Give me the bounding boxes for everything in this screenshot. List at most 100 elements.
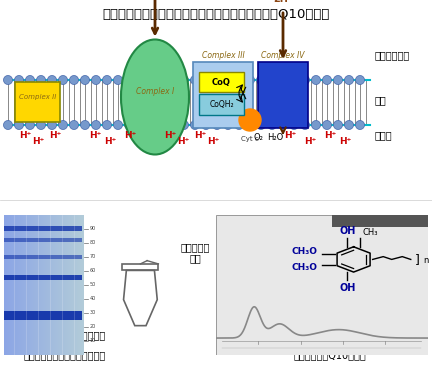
Circle shape [180, 76, 188, 85]
Circle shape [70, 76, 79, 85]
Circle shape [301, 121, 309, 129]
Text: 20: 20 [90, 324, 96, 329]
Circle shape [136, 76, 144, 85]
Text: Complex II: Complex II [19, 94, 56, 100]
Circle shape [36, 76, 45, 85]
Circle shape [334, 121, 343, 129]
Text: CH₃: CH₃ [362, 228, 378, 237]
Circle shape [114, 121, 123, 129]
Circle shape [267, 121, 276, 129]
Text: 40: 40 [90, 296, 96, 301]
Text: Complex IV: Complex IV [261, 50, 305, 60]
Circle shape [102, 121, 111, 129]
Text: CH₃O: CH₃O [292, 246, 318, 255]
Text: H⁺: H⁺ [19, 131, 31, 140]
Circle shape [168, 76, 178, 85]
Text: コエンザイムQ10を定量: コエンザイムQ10を定量 [294, 350, 366, 360]
Text: H⁺: H⁺ [304, 138, 316, 147]
Text: 70: 70 [90, 254, 96, 259]
Text: ブルーネイティブ電気泳動法で: ブルーネイティブ電気泳動法で [24, 330, 106, 340]
Text: H⁺: H⁺ [284, 131, 296, 140]
Circle shape [311, 76, 321, 85]
Text: ]: ] [415, 253, 420, 266]
Circle shape [48, 121, 57, 129]
Text: 80: 80 [90, 240, 96, 245]
Bar [199, 94, 244, 115]
Bar [199, 72, 244, 92]
Text: 膜間部: 膜間部 [375, 130, 393, 140]
Circle shape [235, 121, 244, 129]
Circle shape [201, 121, 210, 129]
Text: H⁺: H⁺ [89, 131, 101, 140]
Circle shape [48, 76, 57, 85]
Bar [4, 311, 82, 320]
Circle shape [146, 76, 156, 85]
Text: Complex III: Complex III [202, 50, 245, 60]
Text: ミトコンドリア呼吸鎖超複合体中のコエンザイムQ10の解析: ミトコンドリア呼吸鎖超複合体中のコエンザイムQ10の解析 [102, 8, 330, 21]
Text: H⁺: H⁺ [339, 138, 351, 147]
Circle shape [356, 76, 365, 85]
Circle shape [114, 76, 123, 85]
Bar [4, 226, 82, 231]
Circle shape [158, 76, 166, 85]
Circle shape [36, 121, 45, 129]
Bar [15, 82, 60, 122]
Circle shape [191, 76, 200, 85]
Circle shape [213, 121, 222, 129]
Circle shape [180, 121, 188, 129]
Circle shape [136, 121, 144, 129]
Text: H⁺: H⁺ [207, 138, 219, 147]
Circle shape [245, 121, 254, 129]
Circle shape [25, 121, 35, 129]
Circle shape [191, 121, 200, 129]
Text: 2H⁺: 2H⁺ [273, 0, 293, 4]
Text: Complex I: Complex I [136, 87, 174, 96]
Circle shape [289, 76, 299, 85]
Text: H⁺: H⁺ [164, 131, 176, 140]
Circle shape [25, 76, 35, 85]
Circle shape [15, 76, 23, 85]
Text: 60: 60 [90, 268, 96, 273]
Text: H⁺: H⁺ [124, 131, 136, 140]
Circle shape [344, 121, 353, 129]
Circle shape [267, 76, 276, 85]
Text: 10: 10 [90, 339, 96, 343]
Circle shape [3, 76, 13, 85]
Text: Cyt c: Cyt c [241, 136, 259, 142]
Circle shape [289, 121, 299, 129]
Circle shape [279, 121, 288, 129]
Text: H⁺: H⁺ [49, 131, 61, 140]
Text: H₂O: H₂O [267, 133, 283, 142]
Circle shape [158, 121, 166, 129]
Text: O₂: O₂ [253, 133, 263, 142]
Circle shape [235, 76, 244, 85]
Circle shape [245, 76, 254, 85]
Text: 30: 30 [90, 310, 96, 315]
Circle shape [80, 121, 89, 129]
Circle shape [58, 121, 67, 129]
Text: CoQH₂: CoQH₂ [209, 100, 234, 109]
Text: H⁺: H⁺ [104, 138, 116, 147]
Bar [4, 238, 82, 242]
Circle shape [356, 121, 365, 129]
Text: 90: 90 [90, 226, 96, 231]
Circle shape [58, 76, 67, 85]
Circle shape [223, 121, 232, 129]
Text: H⁺: H⁺ [177, 138, 189, 147]
Bar [4, 275, 82, 280]
Text: CoQ: CoQ [212, 78, 231, 87]
Circle shape [334, 76, 343, 85]
Circle shape [3, 121, 13, 129]
Text: 内膜: 内膜 [375, 95, 387, 105]
Circle shape [301, 76, 309, 85]
Circle shape [239, 109, 261, 131]
Bar [333, 215, 428, 227]
Circle shape [80, 76, 89, 85]
Text: n: n [423, 256, 429, 265]
Text: OH: OH [339, 225, 356, 236]
Circle shape [168, 121, 178, 129]
Circle shape [92, 121, 101, 129]
Bar [193, 62, 253, 128]
Bar [4, 255, 82, 259]
Circle shape [213, 76, 222, 85]
